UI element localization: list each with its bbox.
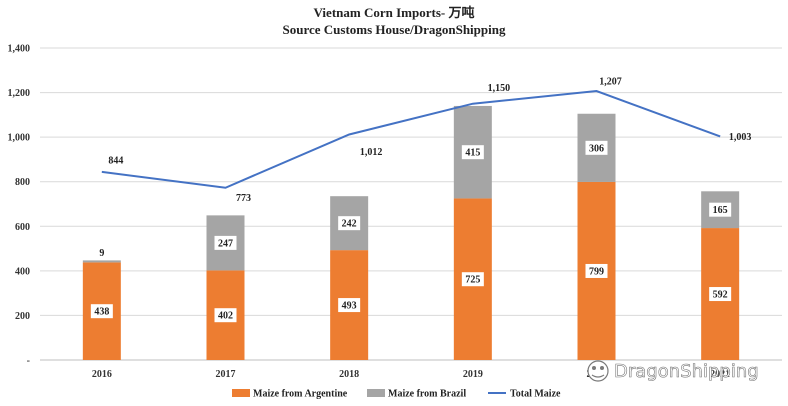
watermark: DragonShipping — [587, 360, 759, 382]
bars — [82, 105, 740, 360]
data-label: 247 — [218, 238, 233, 249]
legend: Maize from Argentine Maize from Brazil Tot… — [232, 389, 561, 400]
total-label: 844 — [108, 155, 123, 166]
data-labels: 438 9 402 247 493 242 725 415 799 306 592 165 844 773… — [90, 77, 752, 323]
data-label-box — [214, 308, 237, 323]
y-tick-label: 1,000 — [8, 133, 31, 144]
legend-label-argentine: Maize from Argentine — [253, 389, 348, 400]
total-label: 1,012 — [360, 147, 383, 158]
data-label-box — [94, 245, 109, 260]
total-label: 1,207 — [599, 77, 622, 88]
data-label-box — [90, 304, 113, 319]
bar-brazil — [82, 260, 121, 263]
data-label-box — [461, 145, 484, 160]
data-label-box — [214, 235, 237, 250]
chart-subtitle: Source Customs House/DragonShipping — [283, 22, 506, 37]
data-label: 242 — [342, 219, 357, 230]
data-label: 402 — [218, 311, 233, 322]
x-tick-label: 2019 — [463, 369, 483, 380]
data-label: 306 — [589, 143, 604, 154]
x-tick-label: 2021 — [710, 369, 730, 380]
legend-label-total: Total Maize — [510, 389, 561, 400]
x-tick-label: 2016 — [92, 369, 112, 380]
total-maize-line — [101, 89, 721, 189]
y-tick-label: 1,200 — [8, 88, 31, 99]
data-label-box — [461, 272, 484, 287]
data-label-box — [585, 263, 608, 278]
data-label: 165 — [713, 205, 728, 216]
y-tick-label: 400 — [15, 266, 30, 277]
total-line — [101, 89, 721, 189]
data-label: 725 — [465, 275, 480, 286]
legend-swatch-argentine — [232, 389, 250, 397]
x-tick-label: 2018 — [339, 369, 359, 380]
data-label: 415 — [465, 148, 480, 159]
x-tick-label: 2017 — [216, 369, 236, 380]
total-label: 1,003 — [729, 132, 752, 143]
y-tick-label: 600 — [15, 222, 30, 233]
data-label: 592 — [713, 290, 728, 301]
data-label: 799 — [589, 266, 604, 277]
data-label-box — [338, 298, 361, 313]
gridlines — [40, 47, 782, 361]
legend-label-brazil: Maize from Brazil — [388, 389, 466, 400]
data-label-box — [338, 216, 361, 231]
data-label: 493 — [342, 301, 357, 312]
total-label: 773 — [236, 193, 251, 204]
legend-swatch-brazil — [367, 389, 385, 397]
y-tick-label: 200 — [15, 311, 30, 322]
y-axis: - 200 400 600 800 1,000 1,200 1,400 — [8, 44, 31, 367]
data-label: 9 — [99, 248, 104, 259]
watermark-text: DragonShipping — [614, 361, 759, 382]
data-label: 438 — [94, 307, 109, 318]
chart-title: Vietnam Corn Imports- 万吨 — [314, 5, 475, 20]
data-label-box — [709, 287, 732, 302]
y-tick-label: 800 — [15, 177, 30, 188]
y-tick-label: - — [27, 356, 30, 367]
data-label-box — [585, 140, 608, 155]
total-label: 1,150 — [488, 83, 511, 94]
data-label-box — [709, 202, 732, 217]
y-tick-label: 1,400 — [8, 44, 31, 55]
